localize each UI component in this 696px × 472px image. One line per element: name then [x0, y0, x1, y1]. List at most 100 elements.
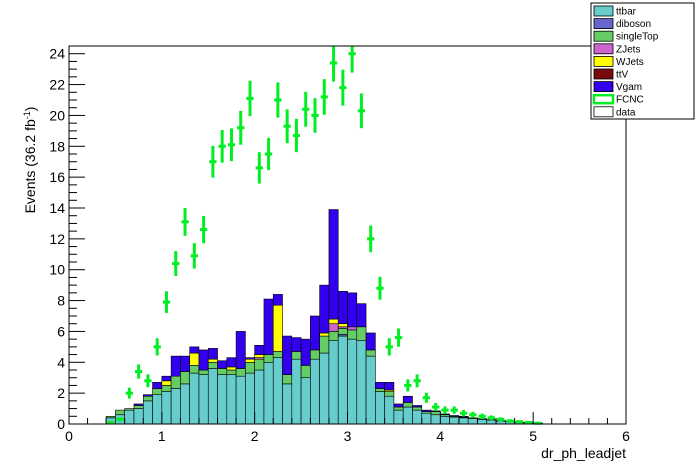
bar-singletop: [105, 415, 116, 419]
bar-ttbar: [384, 395, 395, 425]
bar-singletop: [319, 335, 330, 354]
y-tick-label: 16: [49, 169, 65, 185]
bar-ttbar: [393, 409, 404, 425]
bar-singletop: [152, 388, 163, 395]
y-tick-label: 18: [49, 138, 65, 154]
bar-vgam: [161, 375, 172, 382]
x-tick-label: 3: [344, 428, 352, 444]
bar-wjets: [245, 358, 255, 363]
bar-vgam: [152, 382, 163, 389]
bar-vgam: [412, 405, 423, 408]
x-tick-label: 5: [529, 428, 537, 444]
y-axis-title-superscript: -1: [22, 111, 32, 119]
bar-vgam: [263, 298, 274, 355]
bar-singletop: [300, 365, 311, 379]
x-tick-label: 1: [158, 428, 166, 444]
bar-vgam: [142, 394, 153, 397]
bar-ttbar: [449, 416, 460, 425]
bar-ttbar: [291, 358, 302, 425]
bar-singletop: [384, 391, 395, 397]
x-axis: 0 1 2 3 4 5 6: [65, 412, 630, 444]
bar-singletop: [133, 405, 144, 409]
bar-vgam: [319, 284, 330, 334]
bar-ttbar: [300, 377, 311, 425]
bar-ttbar: [207, 368, 218, 425]
x-tick-label: 2: [251, 428, 259, 444]
bar-vgam: [421, 409, 432, 412]
legend-swatch-zjets: [593, 43, 614, 55]
stacked-bars: [105, 209, 543, 425]
y-tick-label: 2: [57, 385, 65, 401]
bar-vgam: [337, 291, 348, 325]
bar-wjets: [161, 380, 172, 386]
bar-ttbar: [402, 406, 413, 425]
bar-wjets: [254, 354, 265, 358]
bar-ttbar: [124, 409, 135, 425]
y-tick-label: 8: [57, 293, 65, 309]
bar-vgam: [393, 403, 404, 408]
legend-swatch-fcnc: [592, 93, 615, 105]
bar-singletop: [393, 406, 404, 411]
bar-singletop: [272, 351, 283, 358]
legend-label-ttbar: ttbar: [616, 7, 637, 18]
bar-ttbar: [328, 340, 339, 425]
bar-wjets: [189, 352, 200, 366]
bar-wjets: [319, 332, 330, 337]
y-axis-title-close: ): [22, 107, 38, 112]
y-axis-title: Events (36.2 fb-1): [22, 107, 38, 214]
bar-vgam: [235, 331, 246, 369]
bar-ttbar: [356, 340, 367, 425]
bar-vgam: [440, 413, 450, 416]
bar-ttbar: [272, 357, 283, 425]
bar-ttbar: [226, 374, 237, 425]
bar-singletop: [115, 409, 125, 416]
bar-ttbar: [458, 417, 469, 425]
bar-singletop: [245, 361, 255, 374]
bar-wjets: [337, 323, 348, 328]
bar-vgam: [300, 338, 311, 366]
legend-label-zjets: ZJets: [616, 44, 640, 55]
legend-label-singletop: singleTop: [616, 32, 659, 43]
bar-vgam: [310, 315, 320, 351]
bar-singletop: [310, 349, 320, 360]
legend-label-wjets: WJets: [616, 57, 644, 68]
bar-ttbar: [467, 418, 478, 425]
bar-singletop: [347, 329, 358, 340]
bar-vgam: [245, 357, 255, 360]
bar-vgam: [133, 403, 144, 406]
bar-ttbar: [412, 409, 423, 425]
bar-singletop: [161, 385, 172, 392]
bar-singletop: [430, 411, 441, 416]
bar-singletop: [263, 354, 274, 363]
legend-label-diboson: diboson: [616, 19, 651, 30]
bar-ttbar: [440, 415, 450, 425]
bar-ttbar: [170, 388, 181, 425]
bar-singletop: [124, 408, 135, 411]
bar-vgam: [217, 360, 228, 369]
legend-swatch-wjets: [593, 56, 614, 67]
bar-wjets: [328, 318, 339, 325]
y-tick-label: 24: [49, 46, 65, 62]
legend-swatch-singletop: [593, 30, 614, 42]
fcnc-markers: [107, 46, 542, 425]
bar-vgam: [328, 209, 339, 320]
legend-swatch-vgam: [593, 81, 614, 92]
bar-ttbar: [217, 374, 228, 425]
y-tick-label: 6: [57, 323, 65, 339]
bar-singletop: [180, 371, 190, 385]
legend-label-ttv: ttV: [616, 70, 629, 81]
x-tick-label: 6: [622, 428, 630, 444]
bar-vgam: [365, 332, 376, 351]
bar-ttbar: [477, 419, 488, 425]
bar-ttbar: [282, 383, 293, 425]
bar-singletop: [328, 331, 339, 341]
legend-swatch-diboson: [593, 18, 614, 30]
bar-ttbar: [161, 391, 172, 425]
bar-ttbar: [263, 361, 274, 425]
bar-singletop: [235, 368, 246, 377]
x-tick-label: 4: [436, 428, 444, 444]
bar-ttbar: [235, 375, 246, 425]
